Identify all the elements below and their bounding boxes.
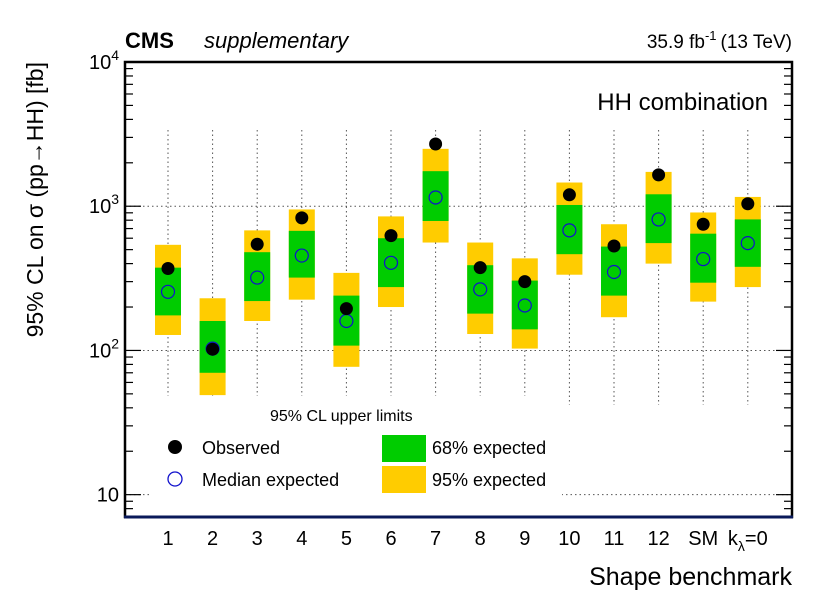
x-tick-label: 5 (341, 528, 352, 550)
lumi-exponent: -1 (705, 28, 717, 43)
supplementary-label: supplementary (204, 28, 350, 53)
band-68-bar (734, 219, 761, 267)
band-68-bar (378, 238, 404, 288)
legend-median-marker (167, 471, 183, 487)
band-68-bar (288, 230, 315, 278)
median-expected-marker (473, 282, 488, 297)
x-tick-label: SM (688, 528, 718, 550)
legend-median-label: Median expected (202, 470, 339, 490)
legend-observed-marker (168, 440, 182, 454)
experiment-label: CMS (125, 28, 174, 53)
y-tick-label: 104 (89, 47, 119, 74)
legend-band-95-label: 95% expected (432, 470, 546, 490)
observed-marker (339, 302, 353, 316)
x-tick-label: 9 (519, 528, 530, 550)
x-tick-label: 2 (207, 528, 218, 550)
legend-observed-label: Observed (202, 438, 280, 458)
median-expected-marker (294, 248, 309, 263)
lumi-value: 35.9 fb (647, 32, 705, 53)
band-68-bar (556, 204, 583, 255)
x-tick-label: 11 (604, 528, 625, 550)
y-tick-label: 10 (97, 485, 119, 507)
observed-marker (518, 275, 532, 289)
observed-marker (741, 197, 755, 211)
legend-band-95-swatch (382, 466, 426, 493)
x-tick-label: 3 (252, 528, 263, 550)
legend-band-68-label: 68% expected (432, 438, 546, 458)
band-68-bar (511, 280, 538, 330)
observed-marker (652, 168, 666, 182)
median-expected-marker (250, 270, 265, 285)
band-68-bar (422, 171, 449, 221)
observed-marker (384, 229, 398, 243)
observed-marker (607, 239, 621, 253)
x-tick-labels: 1 2 3 4 5 6 7 8 9 10 11 12 SM kλ=0 (162, 528, 767, 554)
y-tick-labels: 10 102 103 104 (89, 47, 119, 507)
x-tick-label: 12 (647, 528, 669, 550)
median-expected-marker (606, 264, 622, 280)
x-axis-title: Shape benchmark (589, 563, 792, 591)
observed-marker (295, 211, 309, 225)
median-expected-marker (383, 255, 399, 270)
band-68-bar (645, 194, 672, 244)
observed-marker (562, 188, 576, 202)
median-expected-marker (651, 212, 666, 227)
x-tick-label: 1 (162, 528, 173, 550)
observed-marker (161, 261, 175, 275)
energy-label: (13 TeV) (721, 32, 792, 53)
legend-header: 95% CL upper limits (270, 408, 413, 425)
median-expected-marker (517, 298, 532, 313)
band-68-bar (155, 267, 181, 316)
band-68-bar (690, 233, 717, 283)
x-tick-label: kλ=0 (728, 528, 768, 554)
y-tick-label: 102 (89, 335, 119, 362)
observed-group (161, 137, 755, 356)
legend-background (152, 396, 562, 500)
y-tick-label: 103 (89, 191, 119, 218)
legend-band-68-swatch (382, 435, 426, 462)
hh-combination-label: HH combination (597, 89, 768, 116)
observed-marker (250, 237, 264, 251)
band-68-group (155, 171, 761, 373)
observed-marker (206, 342, 220, 356)
median-expected-marker (696, 251, 711, 267)
y-axis-title: 95% CL on σ (pp→HH) [fb] (22, 62, 48, 337)
band-68-bar (244, 252, 271, 302)
x-tick-label: 4 (296, 528, 307, 550)
x-tick-label: 8 (475, 528, 486, 550)
observed-marker (429, 137, 443, 151)
observed-marker (696, 217, 710, 231)
median-expected-group (160, 190, 755, 356)
median-expected-marker (160, 284, 176, 299)
luminosity-label: 35.9 fb-1 (13 TeV) (647, 28, 792, 53)
legend: 95% CL upper limits Observed Median expe… (152, 396, 562, 500)
x-tick-label: 6 (385, 528, 396, 550)
median-expected-marker (428, 190, 443, 205)
x-tick-label: 7 (430, 528, 441, 550)
median-expected-marker (562, 223, 577, 238)
x-tick-label: 10 (558, 528, 580, 550)
band-68-bar (601, 246, 627, 296)
median-expected-marker (740, 235, 755, 251)
observed-marker (473, 261, 487, 275)
